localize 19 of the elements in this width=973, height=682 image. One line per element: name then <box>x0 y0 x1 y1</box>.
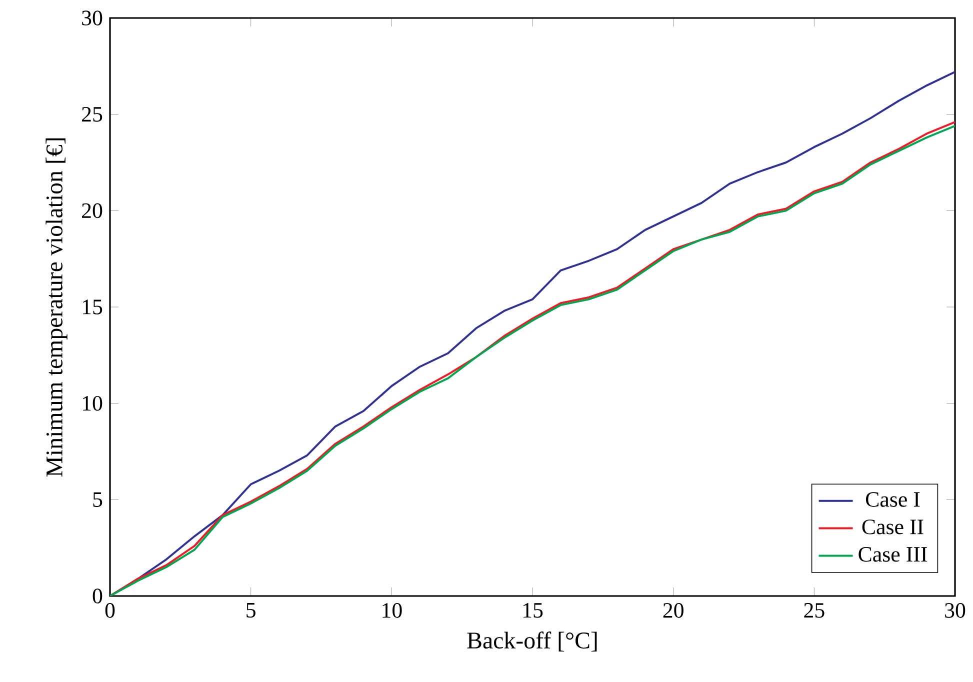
x-tick-label: 30 <box>945 603 966 618</box>
x-tick-label: 20 <box>663 603 684 618</box>
y-tick-label: 25 <box>82 106 102 122</box>
x-tick-label: 10 <box>382 603 402 618</box>
y-tick-label: 30 <box>82 10 102 26</box>
y-tick-label: 10 <box>82 396 102 411</box>
legend-label: Case III <box>858 547 927 562</box>
legend-label: Case I <box>866 492 920 507</box>
y-axis-title: Minimum temperature violation [€] <box>46 138 68 477</box>
x-tick-label: 15 <box>523 603 543 618</box>
legend-label: Case II <box>862 520 924 534</box>
x-tick-label: 5 <box>246 603 256 618</box>
y-tick-label: 0 <box>92 588 102 604</box>
y-tick-label: 20 <box>82 203 102 218</box>
x-tick-label: 25 <box>804 603 824 618</box>
y-tick-label: 5 <box>93 492 102 507</box>
x-tick-label: 0 <box>105 603 115 618</box>
y-tick-label: 15 <box>82 300 102 314</box>
x-axis-title: Back-off [°C] <box>467 632 597 652</box>
